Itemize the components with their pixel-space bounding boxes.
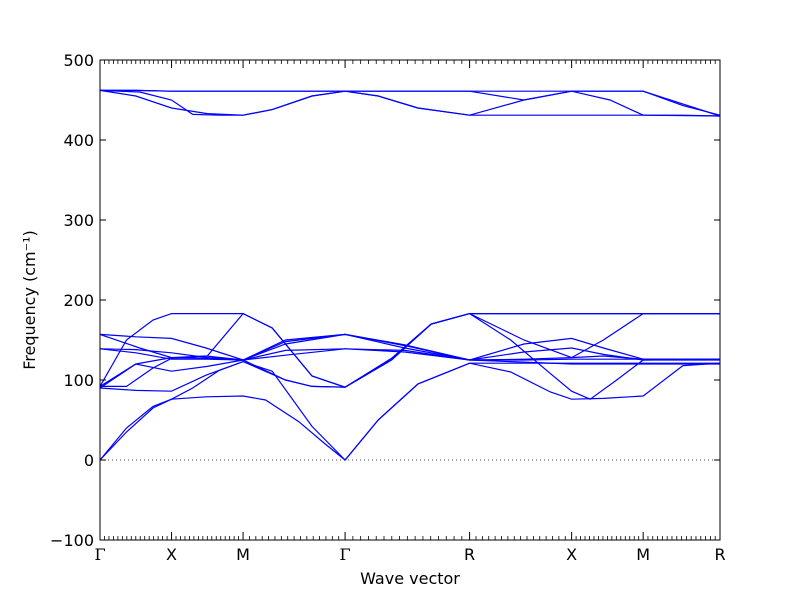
y-axis-label: Frequency (cm⁻¹) [20,230,39,369]
x-tick-label: X [166,545,177,564]
plot-area [99,89,721,461]
y-tick-label: −100 [50,531,94,550]
y-tick-label: 500 [63,51,94,70]
x-tick-label: M [236,545,250,564]
dispersion-branch-6 [99,360,721,461]
x-axis-label: Wave vector [360,569,460,588]
dispersion-branch-12 [99,333,720,361]
dispersion-branch-5 [99,362,720,461]
dispersion-branch-3 [99,89,721,117]
x-tick-label: R [464,545,475,564]
dispersion-branch-4 [100,89,721,116]
dispersion-branch-15 [99,333,720,387]
x-tick-label: X [566,545,577,564]
x-tick-label: R [714,545,725,564]
y-tick-label: 0 [84,451,94,470]
x-tick-label: Γ [94,545,105,564]
y-tick-label: 300 [63,211,94,230]
dispersion-branch-14 [100,312,720,388]
y-ticks: −100 0 100 200 300 400 500 [50,51,720,550]
x-tick-label: M [636,545,650,564]
dispersion-branch-2 [99,89,721,117]
dispersion-branch-1 [100,89,721,117]
x-tick-label: Γ [340,545,351,564]
plot-frame [99,59,721,541]
y-tick-label: 200 [63,291,94,310]
dispersion-branch-10 [99,347,721,361]
y-tick-label: 100 [63,371,94,390]
y-tick-label: 400 [63,131,94,150]
